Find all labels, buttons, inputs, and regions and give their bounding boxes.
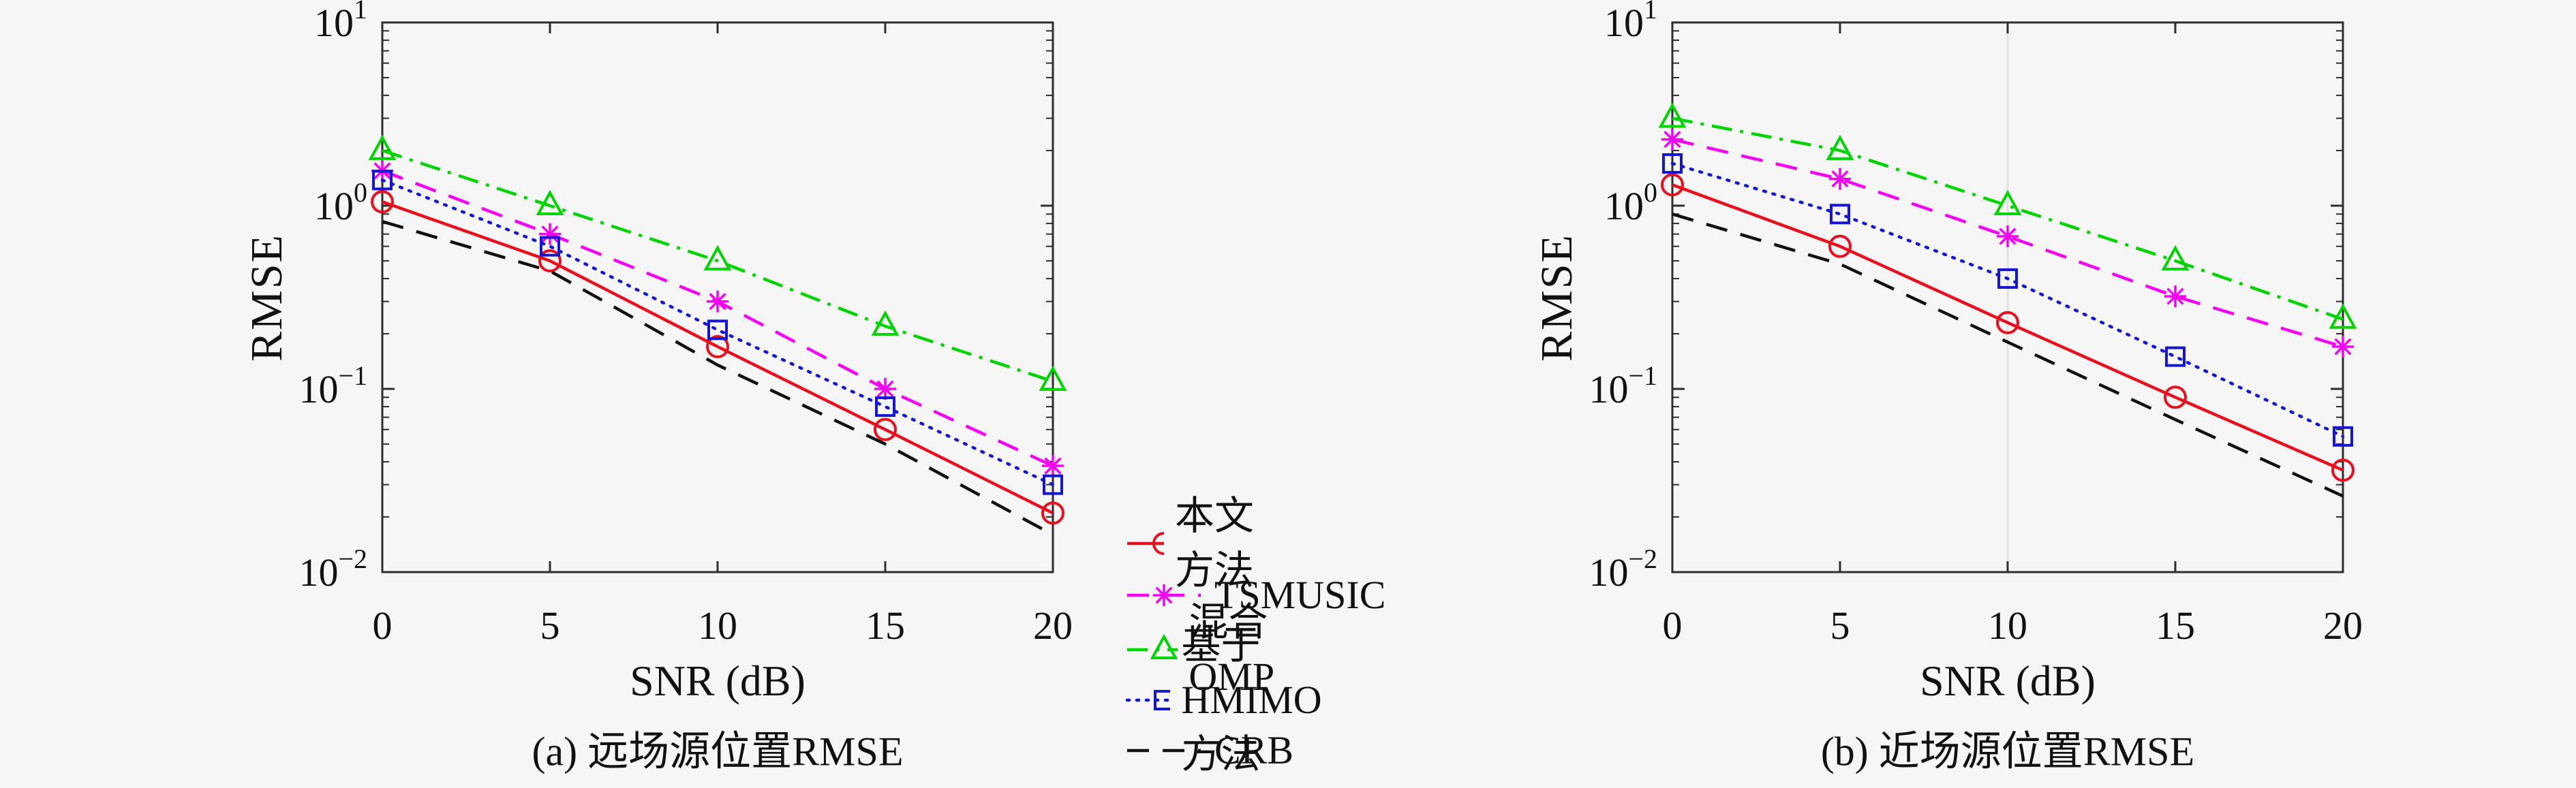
legend-item-tsmusic: TSMUSIC xyxy=(1124,568,1385,622)
blue-square-line-sample-icon xyxy=(1125,690,1171,710)
legend-label: 基于HMIMO方法 xyxy=(1181,623,1322,776)
svg-text:0: 0 xyxy=(373,603,393,648)
magenta-asterisk-line-sample-icon xyxy=(1127,584,1201,606)
svg-text:15: 15 xyxy=(2156,603,2195,648)
far-field-caption: (a) 远场源位置RMSE xyxy=(532,729,904,774)
svg-text:101: 101 xyxy=(1604,0,1657,45)
svg-text:20: 20 xyxy=(1033,603,1073,648)
svg-text:10−1: 10−1 xyxy=(298,360,367,411)
legend-item-benwen: 本文方法 xyxy=(1124,494,1254,593)
svg-text:5: 5 xyxy=(540,603,560,648)
svg-text:101: 101 xyxy=(314,0,367,45)
legend-label: CRB xyxy=(1214,728,1294,772)
legend-item-omp: 混合OMP xyxy=(1124,600,1300,699)
near-field-caption: (b) 近场源位置RMSE xyxy=(1820,729,2195,774)
svg-text:10−2: 10−2 xyxy=(298,543,367,595)
svg-text:20: 20 xyxy=(2323,603,2363,648)
legend-item-crb: CRB xyxy=(1124,723,1293,778)
far-field-y-axis-label: RMSE xyxy=(242,234,292,362)
svg-text:10−2: 10−2 xyxy=(1589,543,1657,595)
svg-text:100: 100 xyxy=(1604,177,1657,228)
svg-text:0: 0 xyxy=(1663,603,1683,648)
legend-label: TSMUSIC xyxy=(1214,573,1386,617)
svg-text:10−1: 10−1 xyxy=(1589,360,1657,411)
near-field-x-axis-label: SNR (dB) xyxy=(1920,657,2096,705)
green-triangle-line-sample-icon xyxy=(1127,633,1178,659)
legend-item-hmimo: 基于HMIMO方法 xyxy=(1124,623,1355,776)
legend-label: 混合OMP xyxy=(1189,600,1275,699)
svg-text:10: 10 xyxy=(698,603,737,648)
red-circle-line-sample-icon xyxy=(1127,532,1164,555)
black-dashed-line-sample-icon xyxy=(1127,748,1201,753)
far-field-x-axis-label: SNR (dB) xyxy=(630,657,806,705)
svg-text:15: 15 xyxy=(865,603,905,648)
legend-label: 本文方法 xyxy=(1175,494,1255,593)
svg-text:5: 5 xyxy=(1830,603,1850,648)
svg-text:10: 10 xyxy=(1988,603,2027,648)
svg-text:100: 100 xyxy=(314,177,367,228)
near-field-y-axis-label: RMSE xyxy=(1532,234,1582,362)
